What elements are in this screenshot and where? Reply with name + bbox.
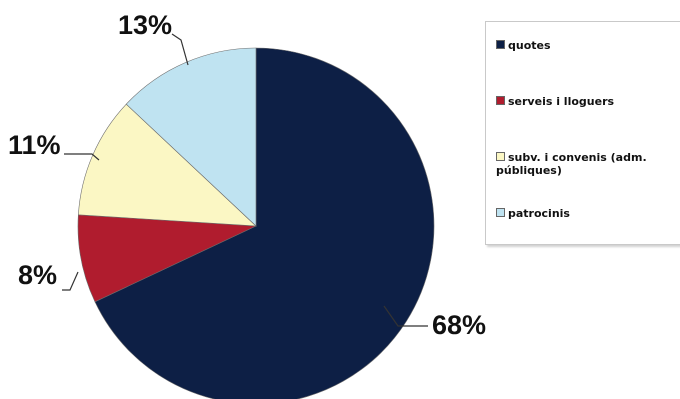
- data-label-serveis-i-lloguers: 8%: [18, 260, 57, 290]
- legend-label-subvencions: subv. i convenis (adm. públiques): [496, 151, 647, 177]
- legend-item-quotes: quotes: [496, 39, 551, 52]
- legend: quotes serveis i lloguers subv. i conven…: [485, 21, 680, 245]
- pie-slice-patrocinis: [125, 47, 257, 227]
- legend-item-subvencions: subv. i convenis (adm. públiques): [496, 151, 647, 177]
- leader-line-quotes: [383, 305, 428, 327]
- data-label-patrocinis: 13%: [118, 10, 172, 40]
- legend-swatch-serveis-i-lloguers: [496, 96, 505, 105]
- legend-swatch-subvencions: [496, 152, 505, 161]
- data-label-subvencions: 11%: [8, 130, 61, 160]
- pie-slice-quotes: [94, 47, 435, 399]
- data-label-quotes: 68%: [432, 310, 486, 340]
- leader-line-serveis-i-lloguers: [62, 271, 79, 291]
- legend-item-patrocinis: patrocinis: [496, 207, 570, 220]
- legend-label-serveis-i-lloguers: serveis i lloguers: [508, 95, 615, 108]
- leader-line-patrocinis: [171, 33, 189, 66]
- pie-slice-serveis-i-lloguers: [77, 214, 257, 303]
- legend-label-quotes: quotes: [508, 39, 551, 52]
- leader-line-subvencions: [64, 153, 100, 161]
- legend-item-serveis-i-lloguers: serveis i lloguers: [496, 95, 614, 108]
- legend-swatch-patrocinis: [496, 208, 505, 217]
- legend-label-patrocinis: patrocinis: [508, 207, 570, 220]
- legend-swatch-quotes: [496, 40, 505, 49]
